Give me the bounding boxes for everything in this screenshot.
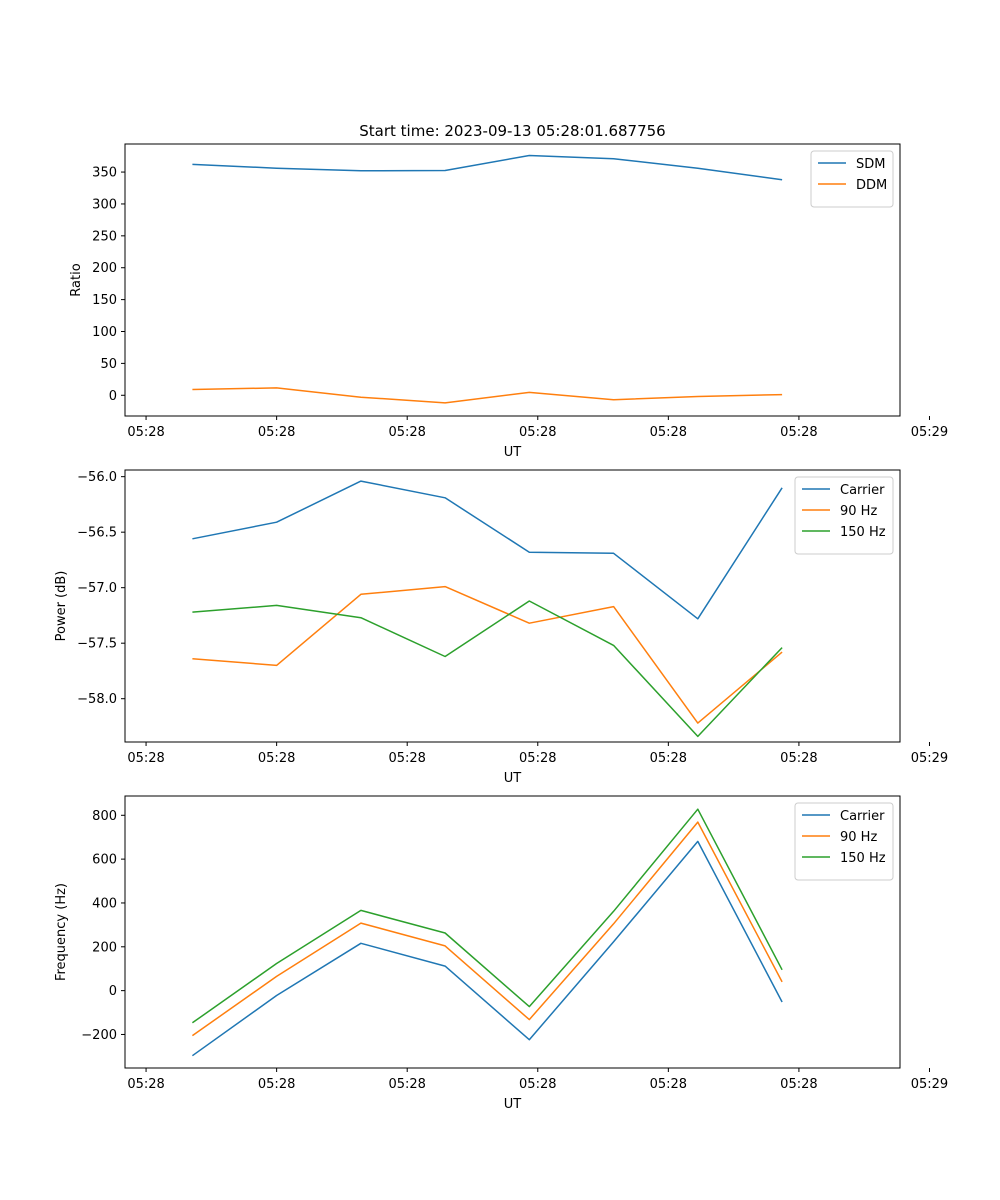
x-tick-label: 05:28 <box>519 751 556 766</box>
x-tick-label: 05:28 <box>650 751 687 766</box>
legend-box <box>794 476 894 555</box>
y-tick-label: 600 <box>92 853 117 868</box>
x-tick-label: 05:28 <box>780 1077 817 1092</box>
y-tick-label: −56.0 <box>77 470 117 485</box>
x-axis-label: UT <box>504 445 522 460</box>
legend-label-150-hz: 150 Hz <box>840 525 886 540</box>
x-tick-label: 05:28 <box>127 425 164 440</box>
legend-label-sdm: SDM <box>856 157 885 172</box>
series-line-ddm <box>192 387 783 404</box>
x-tick-label: 05:28 <box>258 1077 295 1092</box>
legend-label-90-hz: 90 Hz <box>840 504 877 519</box>
y-tick-label: 350 <box>92 166 117 181</box>
y-tick-label: 0 <box>109 389 117 404</box>
x-tick-label: 05:28 <box>258 751 295 766</box>
legend-box <box>794 802 894 881</box>
series-line-150-hz <box>191 808 783 1024</box>
y-tick-label: 250 <box>92 229 117 244</box>
y-tick-label: 200 <box>92 261 117 276</box>
y-tick-label: 400 <box>92 896 117 911</box>
x-tick-label: 05:28 <box>519 1077 556 1092</box>
series-line-carrier <box>191 840 783 1057</box>
x-tick-label: 05:28 <box>127 1077 164 1092</box>
legend: Carrier 90 Hz 150 Hz <box>794 802 894 881</box>
x-tick-label: 05:28 <box>650 1077 687 1092</box>
x-tick-label: 05:29 <box>911 425 948 440</box>
series-line-sdm <box>192 154 783 181</box>
legend: SDM DDM <box>810 150 894 208</box>
y-tick-label: 300 <box>92 197 117 212</box>
legend-box <box>810 150 894 208</box>
series-line-90-hz <box>192 585 783 724</box>
x-tick-label: 05:28 <box>258 425 295 440</box>
y-tick-label: −57.0 <box>77 581 117 596</box>
x-tick-label: 05:28 <box>519 425 556 440</box>
x-tick-label: 05:28 <box>650 425 687 440</box>
axes-frame <box>124 143 901 417</box>
x-tick-label: 05:28 <box>388 1077 425 1092</box>
panels: 05:28 05:28 05:28 05:28 05:28 05:28 05:29 0 50 10… <box>54 143 948 1112</box>
y-tick-label: −58.0 <box>77 692 117 707</box>
chart-panel-3: 05:28 05:28 05:28 05:28 05:28 05:28 05:29 −200 0… <box>54 795 948 1112</box>
legend-label-90-hz: 90 Hz <box>840 830 877 845</box>
x-tick-label: 05:28 <box>780 751 817 766</box>
x-tick-label: 05:28 <box>127 751 164 766</box>
legend-label-carrier: Carrier <box>840 483 885 498</box>
x-tick-label: 05:29 <box>911 1077 948 1092</box>
chart-panel-2: 05:28 05:28 05:28 05:28 05:28 05:28 05:29 −58.0… <box>54 469 948 786</box>
series-line-90-hz <box>191 821 783 1037</box>
x-tick-label: 05:28 <box>388 751 425 766</box>
y-axis-label: Ratio <box>69 263 84 296</box>
x-tick-label: 05:28 <box>780 425 817 440</box>
y-tick-label: 150 <box>92 293 117 308</box>
x-axis-label: UT <box>504 1097 522 1112</box>
legend-label-carrier: Carrier <box>840 809 885 824</box>
legend-label-150-hz: 150 Hz <box>840 851 886 866</box>
y-tick-label: 0 <box>109 984 117 999</box>
axes-frame <box>124 795 901 1069</box>
legend: Carrier 90 Hz 150 Hz <box>794 476 894 555</box>
x-axis-label: UT <box>504 771 522 786</box>
y-axis-label: Frequency (Hz) <box>54 883 69 981</box>
x-tick-label: 05:29 <box>911 751 948 766</box>
y-tick-label: 800 <box>92 809 117 824</box>
y-tick-label: 100 <box>92 325 117 340</box>
series-line-150-hz <box>192 600 783 738</box>
y-tick-label: −56.5 <box>77 526 117 541</box>
y-tick-label: −57.5 <box>77 637 117 652</box>
y-tick-label: −200 <box>81 1028 117 1043</box>
legend-label-ddm: DDM <box>856 178 887 193</box>
y-axis-label: Power (dB) <box>54 571 69 642</box>
y-tick-label: 200 <box>92 940 117 955</box>
series-line-carrier <box>192 480 783 620</box>
axes-frame <box>124 469 901 743</box>
y-tick-label: 50 <box>100 357 117 372</box>
chart-panel-1: 05:28 05:28 05:28 05:28 05:28 05:28 05:29 0 50 10… <box>69 143 948 460</box>
x-tick-label: 05:28 <box>388 425 425 440</box>
figure-title: Start time: 2023-09-13 05:28:01.687756 <box>359 122 665 140</box>
